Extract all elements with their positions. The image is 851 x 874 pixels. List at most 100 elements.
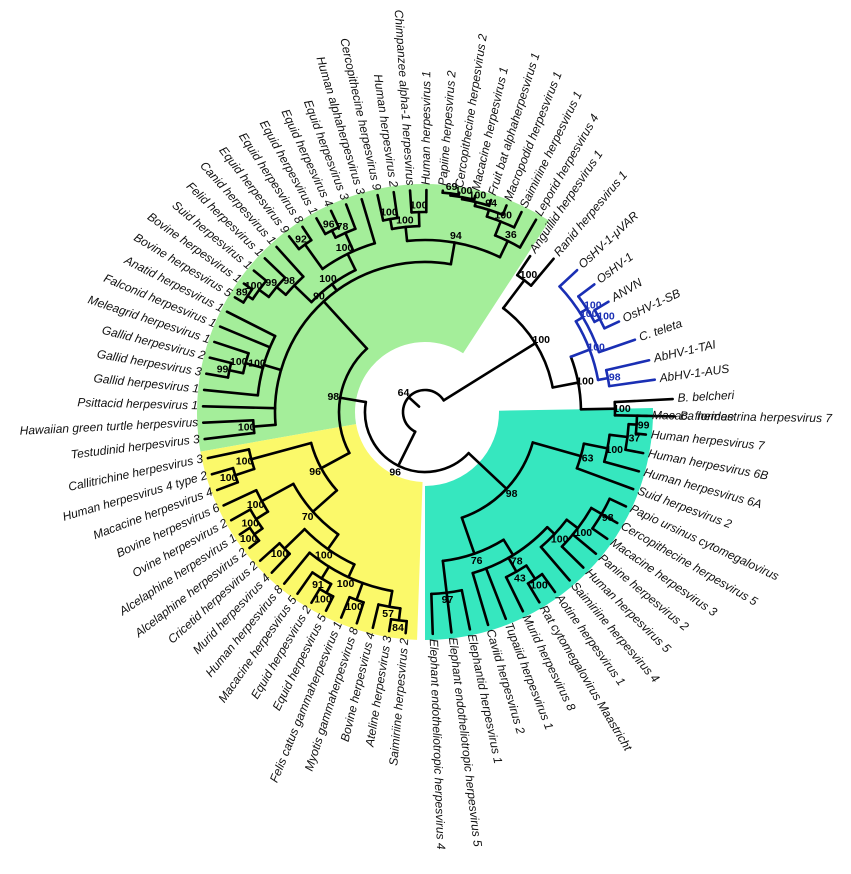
support-value: 100 [551, 533, 569, 545]
tip-branch-bovine-herpesvirus-1 [242, 282, 254, 291]
tip-branch-abhv-1-tai [604, 358, 651, 372]
internal-branch-32 [252, 527, 264, 536]
tip-branch-macacine-herpesvirus-4 [215, 481, 240, 492]
internal-branch-33 [326, 533, 340, 551]
tip-branch-testudinid-herpesvirus-3 [203, 431, 256, 441]
tip-branch-macropodid-herpesvirus-1 [501, 204, 508, 217]
tip-branch-human-herpesvirus-5 [560, 545, 585, 569]
tip-branch-equid-herpesvirus-8 [301, 225, 313, 242]
tip-branch-panine-herpesvirus-2 [571, 533, 598, 556]
tip-branch-macacine-herpesvirus-5 [296, 571, 314, 596]
internal-branch-25 [252, 423, 277, 428]
internal-branch-35 [347, 563, 356, 579]
support-value: 100 [575, 527, 593, 539]
tip-branch-hawaiian-green-turtle-herpesvirus [201, 419, 255, 425]
internal-branch-24 [228, 368, 245, 375]
tip-branch-alcelaphine-herpesvirus-1 [238, 526, 252, 536]
node-arc [337, 347, 369, 455]
internal-branch-30 [260, 482, 295, 503]
node-arc [405, 238, 502, 259]
tip-branch-oshv-1 [577, 283, 596, 298]
tree-branches [201, 188, 677, 636]
tip-branch-caviid-herpesvirus-2 [471, 571, 490, 627]
node-arc [441, 538, 505, 563]
internal-branch-62 [579, 407, 617, 411]
support-value: 100 [597, 310, 615, 322]
tip-branch-anatid-herpesvirus-1 [225, 310, 277, 338]
tip-branch-chimpanzee-alpha-1-herpesvirus [408, 189, 413, 214]
leaf-elephant-endotheliotropic-herpesvirus-4: Elephant endotheliotropic herpesvirus 4 [427, 639, 448, 850]
support-value: 69 [446, 181, 458, 193]
tip-branch-human-herpesvirus-6b [624, 448, 645, 455]
tip-branch-equid-herpesvirus-9 [287, 235, 301, 251]
internal-branch-36 [320, 565, 331, 580]
tip-branch-abhv-1-aus [607, 378, 657, 388]
support-value: 100 [532, 334, 550, 346]
tip-branch-human-herpesvirus-7 [634, 432, 648, 436]
support-value: 100 [319, 273, 337, 285]
tip-branch-b-belcheri [613, 397, 674, 404]
internal-branch-1 [338, 396, 368, 404]
tip-branch-equid-herpesvirus-2 [310, 587, 321, 605]
support-value: 100 [380, 207, 398, 219]
support-value: 98 [609, 371, 621, 383]
internal-branch-57 [569, 348, 591, 359]
internal-branch-54 [442, 341, 537, 402]
tip-branch-falconid-herpesvirus-1 [218, 325, 272, 349]
support-value: 100 [248, 357, 266, 369]
internal-branch-58 [574, 315, 585, 323]
leaf-abhv-1-tai: AbHV-1-TAI [651, 337, 717, 365]
support-value: 100 [584, 300, 602, 312]
leaf-abhv-1-aus: AbHV-1-AUS [658, 361, 731, 385]
node-arc [501, 306, 554, 389]
node-arc [574, 320, 600, 382]
node-arc [560, 506, 593, 548]
support-value: 98 [283, 275, 295, 287]
leaf-c-teleta: C. teleta [637, 316, 684, 344]
internal-branch-56 [551, 381, 580, 389]
tip-branch-ateline-herpesvirus-3 [387, 617, 393, 633]
support-value: 99 [217, 363, 229, 375]
tip-branch-cricetid-herpesvirus-2 [258, 541, 281, 563]
tip-branch-saimiriine-herpesvirus-1 [512, 210, 523, 229]
support-value: 100 [238, 422, 256, 434]
tip-branch-c-teleta [597, 338, 637, 354]
internal-branch-39 [388, 589, 394, 609]
tip-branch-human-herpesvirus-4-type-2 [210, 466, 235, 476]
internal-branch-50 [531, 441, 583, 458]
support-value: 100 [606, 444, 624, 456]
internal-branch-10 [404, 225, 409, 243]
internal-branch-29 [311, 489, 339, 513]
node-arc [292, 482, 340, 536]
internal-branch-41 [467, 451, 508, 491]
support-value: 100 [576, 376, 594, 388]
support-value: 100 [469, 190, 487, 202]
internal-branch-40 [397, 607, 402, 622]
support-value: 100 [613, 403, 631, 415]
support-value: 70 [302, 511, 314, 523]
tip-branch-murid-herpesvirus-8 [504, 575, 525, 613]
tip-branch-suid-herpesvirus-2 [575, 466, 635, 491]
internal-branch-2 [322, 300, 369, 350]
tip-branch-saimiriine-herpesvirus-2 [404, 619, 408, 635]
support-value: 100 [455, 185, 473, 197]
internal-branch-51 [582, 442, 609, 450]
support-value: 96 [389, 467, 401, 479]
support-value: 100 [495, 209, 513, 221]
tip-branch-equid-herpesvirus-1 [315, 217, 327, 236]
support-value: 94 [485, 198, 497, 210]
node-arc [309, 441, 339, 492]
internal-branch-37 [325, 582, 333, 595]
node-arc [273, 260, 453, 427]
internal-branch-48 [565, 518, 580, 530]
tip-branch-bovine-herpesvirus-6 [222, 488, 258, 507]
tip-branch-oshv-1-sb [603, 320, 621, 330]
internal-branch-3 [449, 241, 456, 266]
tip-branch-human-herpesvirus-6a [602, 460, 641, 473]
internal-branch-23 [244, 361, 265, 370]
support-value: 100 [220, 472, 238, 484]
node-arc [558, 285, 601, 354]
internal-branch-34 [283, 527, 306, 550]
tip-branch-papio-ursinus-cytomegalovirus [608, 497, 628, 508]
